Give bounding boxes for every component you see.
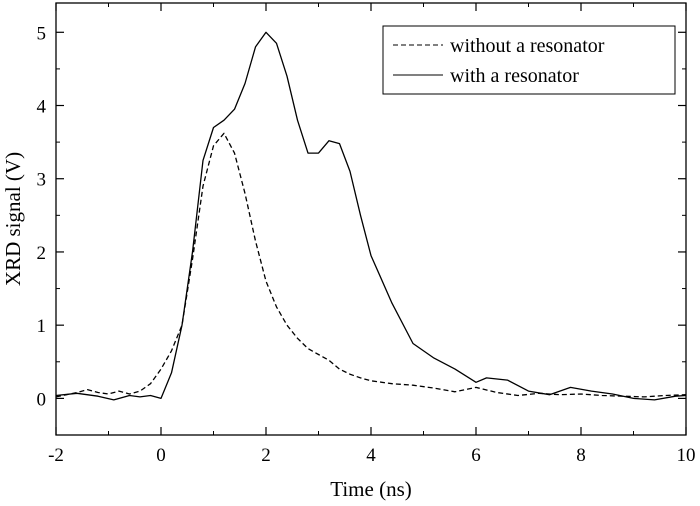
x-tick-label: 4: [366, 445, 376, 466]
x-tick-label: 0: [156, 445, 166, 466]
legend-label-with-resonator: with a resonator: [450, 65, 579, 87]
x-tick-label: 2: [261, 445, 271, 466]
x-tick-label: 6: [471, 445, 481, 466]
x-tick-label: 10: [677, 445, 696, 466]
axis-ticks: [55, 3, 687, 435]
x-tick-labels: -2 0 2 4 6 8 10: [48, 445, 695, 466]
y-tick-label: 2: [37, 243, 47, 264]
x-axis-label: Time (ns): [330, 477, 412, 501]
y-tick-labels: 0 1 2 3 4 5: [37, 23, 47, 410]
x-tick-label: -2: [48, 445, 64, 466]
y-tick-label: 0: [37, 389, 47, 410]
legend-box: [382, 25, 676, 95]
y-axis-label: XRD signal (V): [1, 152, 25, 286]
y-tick-label: 3: [37, 170, 47, 191]
x-tick-label: 8: [576, 445, 586, 466]
y-tick-label: 1: [37, 316, 47, 337]
y-tick-label: 5: [37, 23, 47, 44]
series-line-without-resonator: [55, 132, 687, 398]
series-lines: [55, 31, 687, 401]
series-line-with-resonator: [55, 31, 687, 401]
y-tick-label: 4: [37, 97, 47, 118]
legend-label-without-resonator: without a resonator: [450, 35, 605, 57]
legend: without a resonator with a resonator: [382, 25, 676, 95]
